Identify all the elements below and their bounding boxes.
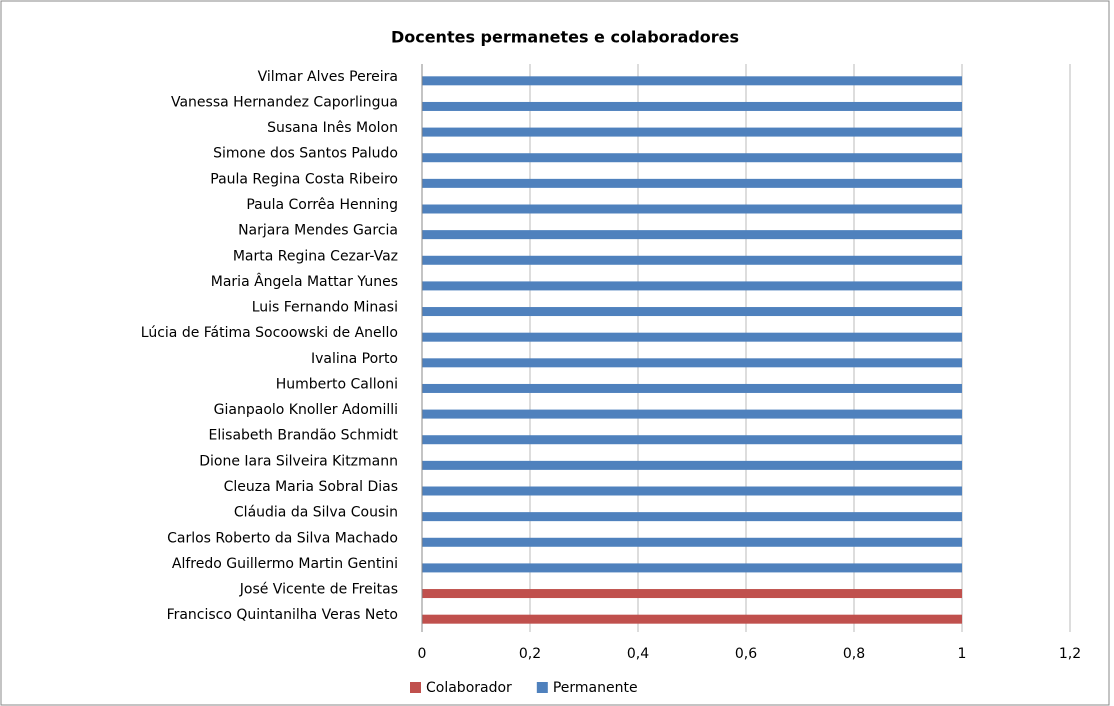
bar: [422, 281, 962, 291]
chart-title: Docentes permanetes e colaboradores: [391, 28, 739, 47]
y-tick-label: Narjara Mendes Garcia: [238, 223, 398, 239]
y-tick-label: Elisabeth Brandão Schmidt: [209, 428, 399, 444]
bar: [422, 332, 962, 342]
y-tick-label: Humberto Calloni: [276, 376, 398, 392]
bar: [422, 486, 962, 496]
y-tick-label: José Vicente de Freitas: [239, 582, 398, 598]
y-tick-label: Simone dos Santos Paludo: [213, 146, 398, 162]
x-tick-label: 0,8: [843, 646, 865, 662]
bar: [422, 460, 962, 470]
bar: [422, 358, 962, 368]
y-tick-label: Gianpaolo Knoller Adomilli: [214, 402, 398, 418]
y-tick-label: Marta Regina Cezar-Vaz: [233, 248, 398, 264]
legend-label: Permanente: [553, 680, 638, 696]
y-tick-label: Luis Fernando Minasi: [252, 300, 398, 316]
y-tick-label: Maria Ângela Mattar Yunes: [211, 272, 398, 290]
bar: [422, 127, 962, 137]
legend-swatch: [536, 682, 548, 693]
y-tick-label: Ivalina Porto: [311, 351, 398, 367]
bar: [422, 101, 962, 111]
bar: [422, 589, 962, 599]
legend-swatch: [410, 682, 421, 693]
bar: [422, 435, 962, 445]
x-tick-label: 0,2: [519, 646, 541, 662]
bar: [422, 537, 962, 547]
bar: [422, 230, 962, 240]
x-tick-label: 0,6: [735, 646, 757, 662]
x-tick-label: 0: [418, 646, 427, 662]
y-tick-label: Paula Regina Costa Ribeiro: [210, 171, 398, 187]
bar: [422, 178, 962, 188]
bar: [422, 409, 962, 419]
y-tick-label: Cleuza Maria Sobral Dias: [224, 479, 398, 495]
y-tick-label: Vanessa Hernandez Caporlingua: [171, 94, 398, 110]
bar: [422, 255, 962, 265]
y-tick-label: Lúcia de Fátima Socoowski de Anello: [141, 325, 398, 341]
bar: [422, 204, 962, 214]
legend-label: Colaborador: [426, 680, 512, 696]
bar: [422, 512, 962, 522]
x-tick-label: 1,2: [1059, 646, 1081, 662]
y-tick-label: Dione Iara Silveira Kitzmann: [199, 453, 398, 469]
bar: [422, 307, 962, 317]
bar: [422, 614, 962, 624]
y-tick-label: Vilmar Alves Pereira: [258, 69, 398, 85]
bar: [422, 153, 962, 163]
x-tick-label: 1: [958, 646, 967, 662]
y-tick-label: Francisco Quintanilha Veras Neto: [167, 607, 398, 623]
y-tick-label: Susana Inês Molon: [267, 120, 398, 136]
y-tick-label: Cláudia da Silva Cousin: [234, 505, 398, 521]
bar: [422, 563, 962, 573]
y-tick-label: Alfredo Guillermo Martin Gentini: [172, 556, 398, 572]
y-tick-label: Paula Corrêa Henning: [246, 197, 398, 213]
bar: [422, 76, 962, 86]
y-tick-label: Carlos Roberto da Silva Machado: [167, 530, 398, 546]
x-tick-label: 0,4: [627, 646, 649, 662]
bar: [422, 383, 962, 393]
